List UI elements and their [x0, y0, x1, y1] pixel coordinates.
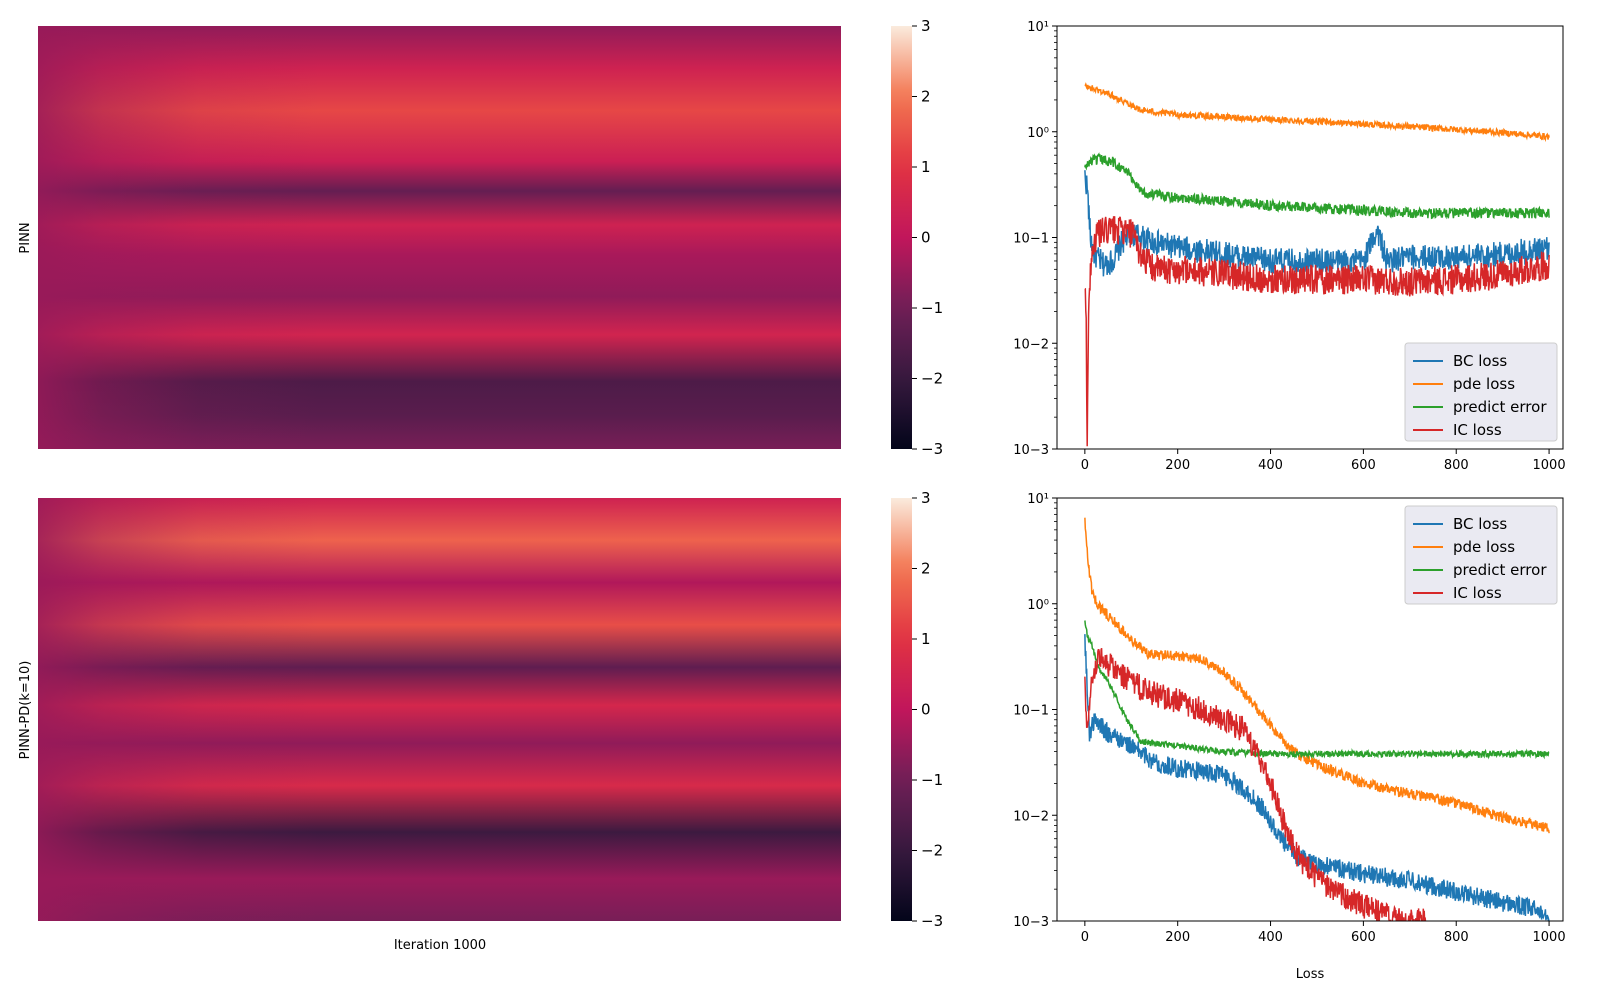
y-tick-label: 10⁰ — [1027, 598, 1049, 613]
x-tick-label: 800 — [1444, 930, 1469, 945]
legend-label: IC loss — [1453, 421, 1502, 439]
x-tick-label: 200 — [1165, 458, 1190, 473]
y-tick-label: 10−2 — [1013, 809, 1049, 824]
heatmap-pinn: PINN 3 2 1 0 −1 −2 −3 — [18, 17, 943, 458]
heatmap-fade-overlay — [38, 498, 841, 921]
colorbar-tick-label: −3 — [921, 440, 943, 458]
series-line-pde-loss — [1084, 82, 1550, 143]
colorbar-top — [891, 26, 912, 449]
colorbar-tick-label: −2 — [921, 842, 943, 860]
y-tick-label: 10−3 — [1013, 915, 1049, 930]
x-tick-label: 1000 — [1533, 458, 1566, 473]
colorbar-tick-label: 3 — [921, 489, 931, 507]
loss-plot-top-legend: BC loss pde loss predict error IC loss — [1404, 342, 1558, 442]
colorbar-tick-label: 0 — [921, 701, 931, 719]
legend-label: predict error — [1453, 398, 1547, 416]
x-tick-label: 800 — [1444, 458, 1469, 473]
x-tick-label: 600 — [1351, 930, 1376, 945]
x-tick-label: 400 — [1258, 458, 1283, 473]
loss-plot-bottom-ticks: 0 200 400 600 800 1000 10−3 10−2 10−1 10⁰ 10¹ — [1013, 492, 1565, 945]
legend-label: pde loss — [1453, 375, 1515, 393]
legend-label: IC loss — [1453, 584, 1502, 602]
heatmap-pinn-pd-xlabel: Iteration 1000 — [394, 938, 486, 953]
colorbar-tick-label: −3 — [921, 912, 943, 930]
x-tick-label: 600 — [1351, 458, 1376, 473]
heatmap-pinn-ylabel: PINN — [18, 222, 33, 253]
legend-label: predict error — [1453, 561, 1547, 579]
legend-label: BC loss — [1453, 515, 1507, 533]
series-line-bc-loss — [1084, 170, 1550, 277]
colorbar-tick-label: 2 — [921, 88, 931, 106]
colorbar-tick-label: 3 — [921, 17, 931, 35]
y-tick-label: 10−1 — [1013, 232, 1049, 247]
y-tick-label: 10⁰ — [1027, 126, 1049, 141]
series-line-predict-error — [1084, 620, 1550, 760]
series-line-ic-loss — [1084, 216, 1550, 447]
legend-label: pde loss — [1453, 538, 1515, 556]
colorbar-tick-label: 1 — [921, 630, 931, 648]
y-tick-label: 10¹ — [1027, 20, 1049, 35]
x-tick-label: 1000 — [1533, 930, 1566, 945]
legend-box — [1404, 342, 1558, 442]
y-tick-label: 10−3 — [1013, 443, 1049, 458]
y-tick-label: 10−1 — [1013, 704, 1049, 719]
series-line-pde-loss — [1084, 517, 1550, 834]
legend-label: BC loss — [1453, 352, 1507, 370]
colorbar-tick-label: 0 — [921, 229, 931, 247]
x-tick-label: 400 — [1258, 930, 1283, 945]
colorbar-tick-label: −2 — [921, 370, 943, 388]
legend-box — [1404, 505, 1558, 605]
heatmap-pinn-pd-ylabel: PINN-PD(k=10) — [18, 661, 33, 760]
series-line-ic-loss — [1084, 647, 1427, 921]
loss-plot-bottom: 0 200 400 600 800 1000 10−3 10−2 10−1 10⁰ 10¹ BC l… — [1013, 492, 1565, 982]
x-tick-label: 0 — [1081, 458, 1089, 473]
heatmap-fade-overlay — [38, 26, 841, 449]
colorbar-tick-label: −1 — [921, 299, 943, 317]
loss-plot-bottom-legend: BC loss pde loss predict error IC loss — [1404, 505, 1558, 605]
y-tick-label: 10−2 — [1013, 337, 1049, 352]
colorbar-bottom — [891, 498, 912, 921]
loss-plot-bottom-xlabel: Loss — [1296, 967, 1325, 982]
y-tick-label: 10¹ — [1027, 492, 1049, 507]
loss-plot-top-ticks: 0 200 400 600 800 1000 10−3 10−2 10−1 10⁰ 10¹ — [1013, 20, 1565, 473]
loss-plot-top: 0 200 400 600 800 1000 10−3 10−2 10−1 10⁰ 10¹ BC l… — [1013, 20, 1565, 473]
heatmap-pinn-pd: PINN-PD(k=10) Iteration 1000 3 2 1 0 −1 −2 −3 — [18, 489, 943, 953]
series-line-predict-error — [1084, 152, 1550, 220]
series-line-bc-loss — [1084, 634, 1550, 921]
x-tick-label: 200 — [1165, 930, 1190, 945]
colorbar-tick-label: 2 — [921, 560, 931, 578]
colorbar-tick-label: 1 — [921, 158, 931, 176]
loss-plot-bottom-series — [1084, 517, 1550, 921]
loss-plot-top-series — [1084, 82, 1550, 447]
colorbar-tick-label: −1 — [921, 771, 943, 789]
colorbar-top-ticks: 3 2 1 0 −1 −2 −3 — [912, 17, 943, 458]
x-tick-label: 0 — [1081, 930, 1089, 945]
colorbar-bottom-ticks: 3 2 1 0 −1 −2 −3 — [912, 489, 943, 930]
